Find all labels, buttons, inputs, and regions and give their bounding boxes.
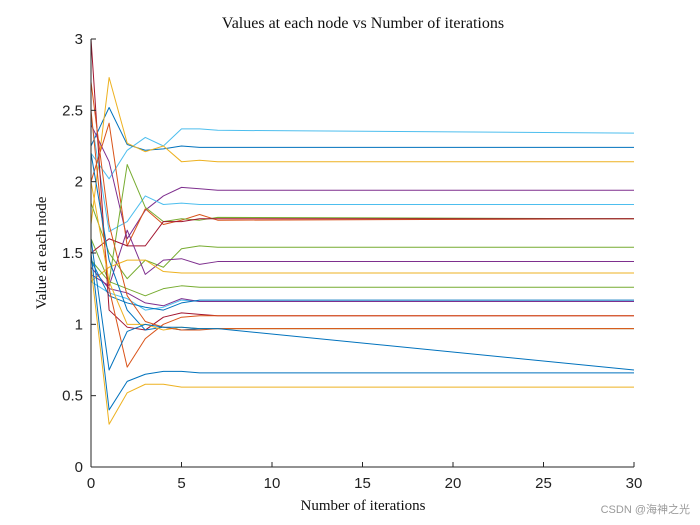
series-line-17 [90, 110, 634, 368]
x-tick-label-15: 15 [354, 475, 371, 492]
y-tick-label-1.5: 1.5 [62, 245, 83, 262]
x-tick-label-10: 10 [264, 475, 281, 492]
axes-group: 0 5 10 15 20 25 30 0 0.5 1 1.5 2 2.5 3 [62, 31, 642, 492]
x-tick-label-0: 0 [87, 475, 95, 492]
y-tick-label-2.5: 2.5 [62, 102, 83, 119]
x-axis-label: Number of iterations [301, 498, 426, 514]
watermark: CSDN @海神之光 [601, 502, 690, 516]
series-line-8 [90, 218, 634, 254]
series-line-15 [90, 259, 634, 311]
series-line-22 [90, 267, 634, 425]
series-line-10 [90, 229, 634, 287]
x-tick-label-5: 5 [177, 475, 185, 492]
y-tick-label-0.5: 0.5 [62, 388, 83, 405]
x-tick-label-25: 25 [535, 475, 552, 492]
series-line-4 [90, 124, 634, 240]
series-line-12 [90, 259, 634, 297]
x-tick-label-30: 30 [626, 475, 643, 492]
series-line-9 [90, 202, 634, 280]
y-tick-label-3: 3 [75, 31, 83, 48]
series-line-14 [90, 266, 634, 307]
chart-title: Values at each node vs Number of iterati… [222, 15, 504, 32]
series-line-5 [90, 117, 634, 233]
series-line-11 [90, 259, 634, 282]
series-line-3 [90, 77, 634, 225]
x-tick-label-20: 20 [445, 475, 462, 492]
series-line-23 [90, 238, 635, 371]
series-line-2 [90, 106, 634, 151]
y-tick-label-0: 0 [75, 459, 83, 476]
y-tick-label-2: 2 [75, 174, 83, 191]
series-group [90, 38, 635, 425]
y-tick-label-1: 1 [75, 316, 83, 333]
series-line-21 [90, 252, 634, 411]
y-axis-label: Value at each node [34, 196, 50, 309]
